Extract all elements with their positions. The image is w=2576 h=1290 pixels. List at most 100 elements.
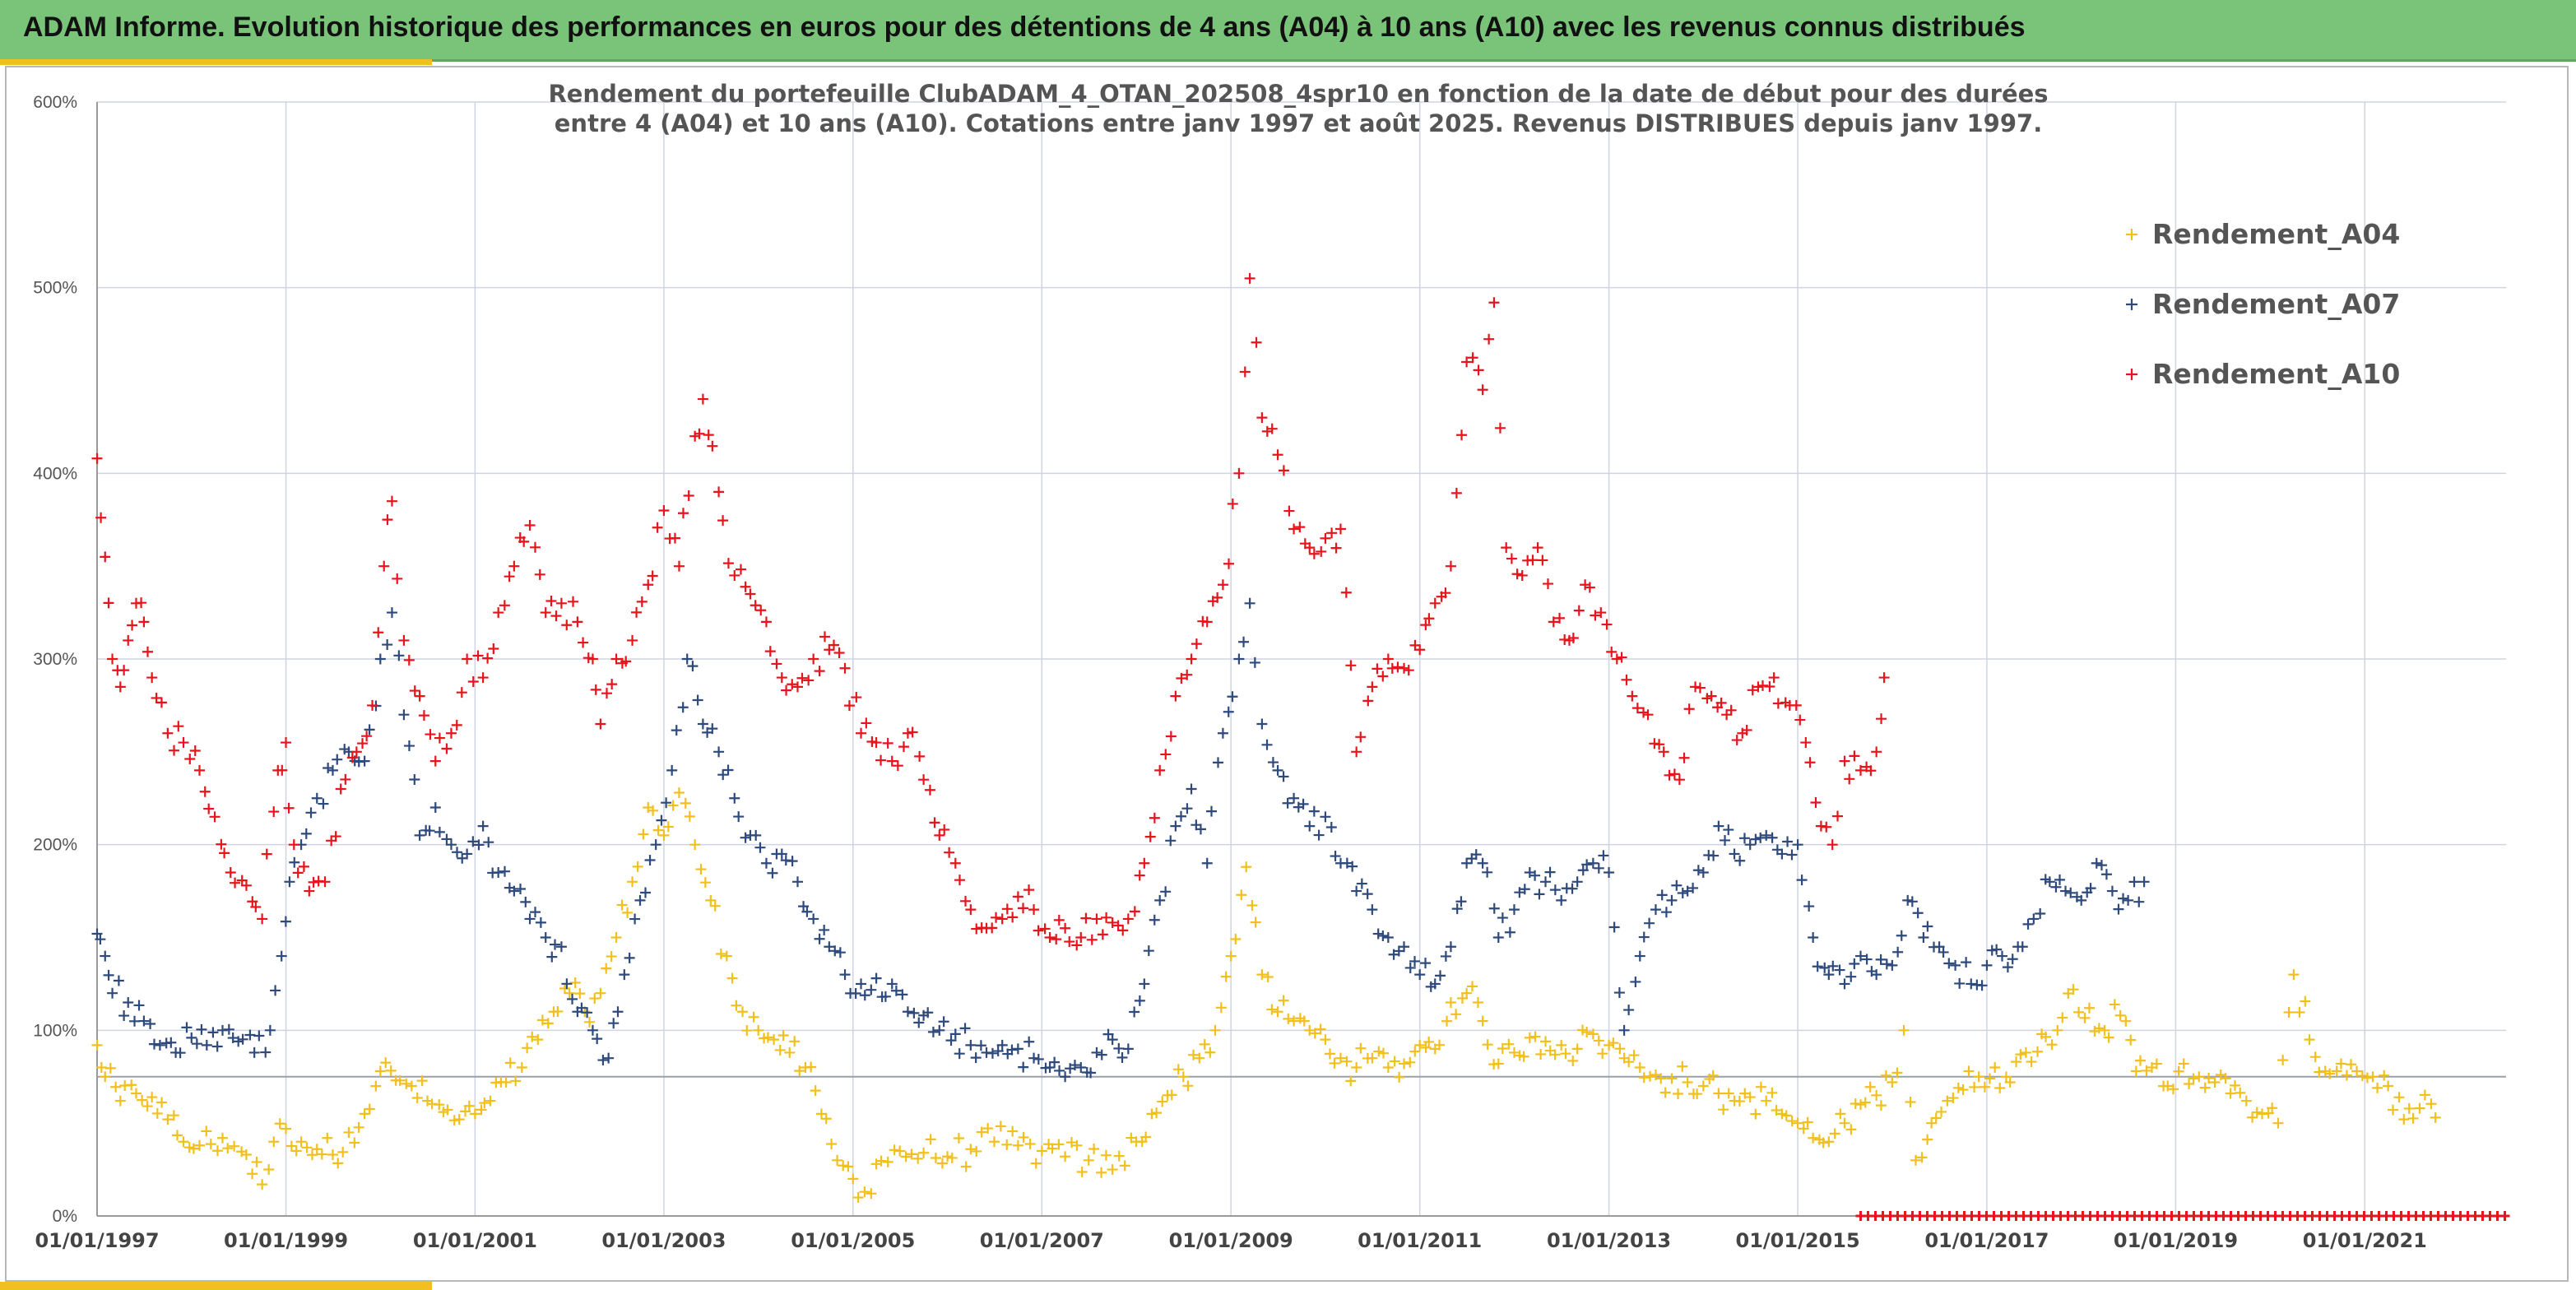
data-point: [866, 984, 877, 995]
data-point: [1134, 995, 1145, 1006]
data-point: [290, 1145, 302, 1157]
data-point: [949, 857, 961, 869]
data-point: [774, 1044, 786, 1056]
data-point: [1304, 542, 1316, 554]
data-point: [1871, 1089, 1882, 1101]
data-point: [824, 941, 835, 953]
data-point: [601, 688, 613, 699]
data-point: [762, 1032, 773, 1043]
data-point: [666, 764, 678, 776]
data-point: [992, 1046, 1004, 1057]
data-point: [1324, 1048, 1335, 1060]
data-point: [1744, 839, 1756, 851]
data-point: [859, 1186, 870, 1198]
data-point: [1220, 971, 1232, 982]
x-tick-label: 01/01/2019: [2114, 1229, 2238, 1252]
data-point: [107, 987, 118, 999]
data-point: [890, 985, 902, 996]
data-point: [1766, 832, 1778, 843]
data-point: [1355, 1042, 1367, 1054]
data-point: [1677, 888, 1688, 899]
data-point: [104, 1062, 116, 1074]
data-point: [156, 1097, 168, 1108]
data-point: [1399, 941, 1410, 953]
data-point: [327, 1149, 338, 1161]
data-point: [1595, 607, 1607, 619]
data-point: [1069, 1060, 1080, 1071]
data-point: [1729, 848, 1740, 860]
data-point: [1650, 904, 1661, 916]
data-point: [1497, 1042, 1508, 1054]
data-point: [1961, 957, 1972, 968]
data-point: [301, 1142, 313, 1153]
data-point: [2060, 885, 2072, 897]
data-point: [1587, 857, 1599, 869]
data-point: [796, 672, 808, 684]
data-point: [340, 773, 351, 785]
data-point: [1283, 1013, 1294, 1024]
data-point: [1718, 1104, 1729, 1116]
data-point: [485, 1095, 496, 1107]
data-point: [882, 1156, 893, 1167]
data-point: [1023, 1036, 1035, 1047]
data-point: [2130, 1065, 2142, 1077]
data-point: [1608, 1037, 1619, 1049]
data-point: [382, 514, 393, 526]
data-point: [946, 1152, 958, 1163]
data-point: [250, 901, 262, 912]
data-point: [2091, 857, 2102, 869]
data-point: [1581, 1027, 1593, 1038]
data-point: [924, 784, 935, 796]
data-point: [1256, 412, 1268, 424]
data-point: [1113, 1150, 1125, 1162]
data-point: [127, 619, 138, 631]
data-point: [592, 1033, 603, 1045]
data-point: [100, 1071, 111, 1083]
data-point: [1492, 1058, 1504, 1070]
data-point: [2341, 1070, 2352, 1081]
data-point: [624, 952, 635, 963]
data-point: [1166, 1089, 1177, 1101]
data-point: [2277, 1055, 2289, 1066]
data-point: [1250, 916, 1261, 928]
data-point: [2118, 893, 2129, 904]
data-point: [401, 1078, 412, 1089]
data-point: [2419, 1089, 2430, 1101]
data-point: [776, 848, 787, 860]
data-point: [1645, 1070, 1655, 1082]
data-point: [680, 797, 691, 809]
data-point: [100, 950, 111, 962]
data-point: [263, 1163, 275, 1175]
data-point: [643, 579, 654, 591]
data-point: [559, 982, 570, 994]
data-point: [335, 783, 346, 795]
data-point: [975, 1040, 986, 1051]
data-point: [638, 828, 649, 840]
data-point: [1792, 1117, 1803, 1129]
data-point: [1601, 619, 1613, 630]
data-point: [194, 1139, 206, 1151]
data-point: [2017, 941, 2028, 953]
data-point: [1896, 930, 1907, 941]
data-point: [697, 393, 708, 405]
data-point: [717, 769, 729, 781]
data-point: [1423, 1036, 1435, 1047]
data-point: [1854, 950, 1866, 962]
data-point: [1642, 709, 1654, 721]
data-point: [2203, 1073, 2215, 1084]
y-tick-label: 100%: [33, 1021, 77, 1040]
data-point: [270, 985, 281, 996]
data-point: [1567, 1055, 1579, 1066]
data-point: [2356, 1070, 2368, 1082]
data-point: [330, 831, 341, 842]
data-point: [477, 820, 489, 832]
data-point: [934, 1024, 945, 1036]
data-point: [113, 975, 124, 986]
data-point: [1875, 1100, 1887, 1111]
data-point: [1053, 914, 1065, 926]
data-point: [1804, 757, 1816, 768]
x-tick-label: 01/01/2007: [980, 1229, 1104, 1252]
data-point: [276, 764, 288, 776]
data-point: [791, 681, 803, 693]
data-point: [1859, 1097, 1871, 1108]
